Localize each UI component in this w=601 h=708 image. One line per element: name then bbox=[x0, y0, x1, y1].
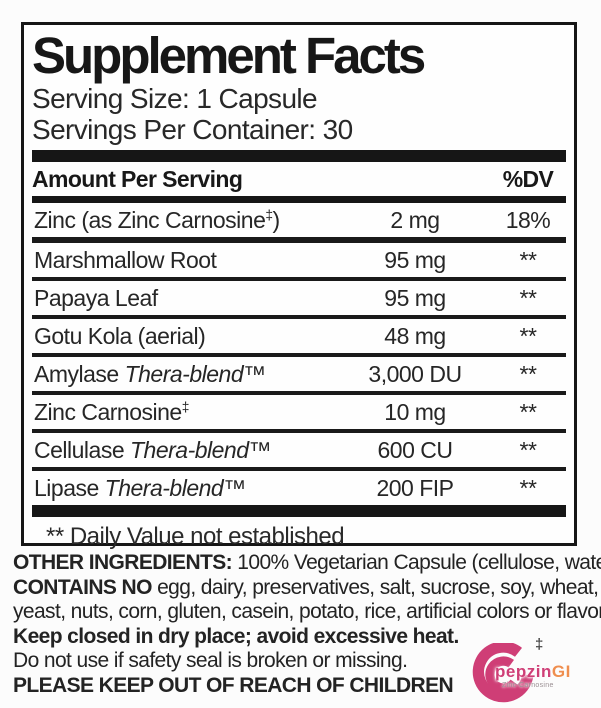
pepzin-gi-logo: pepzinGI Zinc-Carnosine ‡ bbox=[462, 634, 598, 708]
supplement-facts-panel: Supplement Facts Serving Size: 1 Capsule… bbox=[21, 22, 577, 550]
ingredient-dv: ** bbox=[519, 246, 537, 273]
divider-thick bbox=[32, 150, 566, 162]
table-row: Lipase Thera-blend™ 200 FIP ** bbox=[32, 471, 566, 505]
servings-per-container: Servings Per Container: 30 bbox=[32, 114, 353, 145]
ingredient-name: Marshmallow Root bbox=[34, 246, 217, 273]
table-row: Marshmallow Root 95 mg ** bbox=[32, 243, 566, 281]
table-header: Amount Per Serving %DV bbox=[32, 162, 566, 196]
table-row: Gotu Kola (aerial) 48 mg ** bbox=[32, 319, 566, 357]
ingredient-amount: 200 FIP bbox=[376, 474, 454, 501]
ingredient-name: Zinc (as Zinc Carnosine‡) bbox=[34, 206, 280, 233]
ingredient-name: Papaya Leaf bbox=[34, 284, 158, 311]
ingredient-name: Amylase Thera-blend™ bbox=[34, 360, 266, 387]
ingredient-dv: ** bbox=[519, 436, 537, 463]
storage-note: Keep closed in dry place; avoid excessiv… bbox=[13, 624, 459, 648]
pepzin-swirl-icon bbox=[472, 643, 534, 703]
ingredient-amount: 95 mg bbox=[384, 246, 446, 273]
safety-seal-note: Do not use if safety seal is broken or m… bbox=[13, 649, 408, 673]
other-ingredients: OTHER INGREDIENTS: 100% Vegetarian Capsu… bbox=[13, 551, 601, 574]
divider-thick bbox=[32, 505, 566, 517]
amount-per-serving-header: Amount Per Serving bbox=[32, 166, 243, 192]
additional-info: OTHER INGREDIENTS: 100% Vegetarian Capsu… bbox=[13, 551, 601, 699]
contains-no-label: CONTAINS NO bbox=[13, 575, 152, 599]
ingredient-name: Lipase Thera-blend™ bbox=[34, 474, 246, 501]
ingredient-dv: ** bbox=[519, 284, 537, 311]
dv-header: %DV bbox=[502, 166, 554, 192]
contains-no-continued: yeast, nuts, corn, gluten, casein, potat… bbox=[13, 600, 601, 624]
table-row: Zinc (as Zinc Carnosine‡) 2 mg 18% bbox=[32, 203, 566, 243]
ingredient-amount: 2 mg bbox=[390, 206, 440, 233]
dagger-mark: ‡ bbox=[535, 636, 544, 653]
ingredient-name: Gotu Kola (aerial) bbox=[34, 322, 206, 349]
ingredient-dv: 18% bbox=[505, 206, 551, 233]
ingredient-dv: ** bbox=[519, 398, 537, 425]
ingredient-dv: ** bbox=[519, 322, 537, 349]
pepzin-brand-text: pepzinGI bbox=[495, 662, 571, 681]
facts-title: Supplement Facts bbox=[32, 27, 426, 84]
ingredient-name: Cellulase Thera-blend™ bbox=[34, 436, 272, 463]
serving-size: Serving Size: 1 Capsule bbox=[32, 83, 318, 114]
table-row: Cellulase Thera-blend™ 600 CU ** bbox=[32, 433, 566, 471]
table-row: Amylase Thera-blend™ 3,000 DU ** bbox=[32, 357, 566, 395]
table-row: Zinc Carnosine‡ 10 mg ** bbox=[32, 395, 566, 433]
ingredient-amount: 48 mg bbox=[384, 322, 446, 349]
table-row: Papaya Leaf 95 mg ** bbox=[32, 281, 566, 319]
ingredient-amount: 3,000 DU bbox=[368, 360, 462, 387]
divider-medium bbox=[32, 196, 566, 203]
contains-no: CONTAINS NO egg, dairy, preservatives, s… bbox=[13, 575, 599, 599]
ingredient-dv: ** bbox=[519, 474, 537, 501]
ingredient-dv: ** bbox=[519, 360, 537, 387]
daily-value-footnote: ** Daily Value not established bbox=[46, 523, 345, 550]
ingredient-amount: 600 CU bbox=[377, 436, 453, 463]
ingredient-amount: 95 mg bbox=[384, 284, 446, 311]
children-warning: PLEASE KEEP OUT OF REACH OF CHILDREN bbox=[13, 673, 454, 697]
other-ingredients-label: OTHER INGREDIENTS: bbox=[13, 551, 233, 574]
pepzin-subtext: Zinc-Carnosine bbox=[502, 682, 554, 689]
ingredient-name: Zinc Carnosine‡ bbox=[34, 398, 189, 425]
ingredient-amount: 10 mg bbox=[384, 398, 446, 425]
